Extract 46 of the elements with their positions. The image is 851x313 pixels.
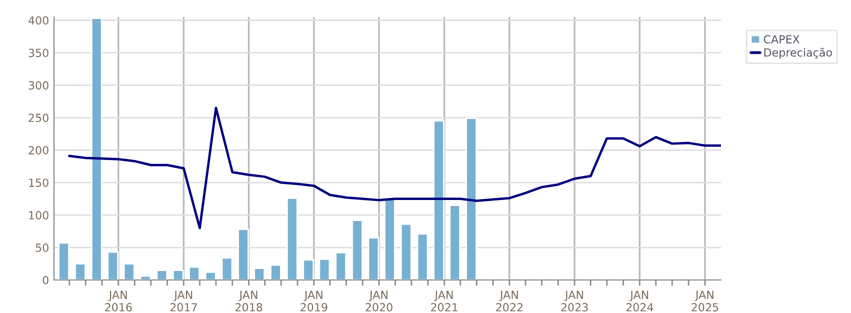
bar — [286, 197, 298, 280]
legend-label: Depreciação — [764, 48, 832, 59]
x-tick-label: JAN 2017 — [170, 290, 197, 312]
bar — [123, 263, 135, 280]
bar — [107, 251, 119, 280]
bar — [238, 228, 249, 280]
x-tick-label: JAN 2022 — [496, 290, 522, 312]
y-tick-label: 200 — [28, 146, 48, 155]
y-tick-label: 150 — [29, 178, 48, 187]
bar — [368, 237, 380, 280]
y-tick-label: 350 — [28, 48, 48, 58]
x-tick-label: JAN 2025 — [692, 290, 718, 312]
bar — [466, 118, 477, 280]
bar — [302, 259, 314, 280]
bar — [58, 242, 70, 280]
y-tick-label: 300 — [28, 81, 48, 90]
bar — [433, 120, 444, 280]
bar — [74, 263, 86, 280]
bar — [172, 270, 184, 280]
bar — [400, 223, 412, 280]
bar — [416, 233, 428, 280]
x-tick-label: JAN 2024 — [626, 290, 654, 312]
bar — [270, 264, 282, 280]
x-tick-label: JAN 2020 — [366, 290, 392, 312]
y-tick-label: 100 — [29, 211, 48, 220]
line-series — [68, 106, 721, 230]
x-tick-label: JAN 2023 — [561, 290, 588, 312]
bar — [221, 257, 233, 280]
x-tick-label: JAN 2019 — [300, 290, 328, 312]
y-tick-label: 250 — [28, 114, 48, 122]
y-tick-label: 400 — [28, 16, 48, 25]
y-tick-label: 50 — [36, 244, 48, 252]
bar — [335, 252, 347, 280]
x-tick-label: JAN 2021 — [430, 290, 458, 312]
bar — [352, 220, 363, 280]
bar — [449, 204, 461, 280]
bar — [254, 268, 266, 280]
x-tick-label: JAN 2016 — [105, 290, 132, 312]
x-tick-label: JAN 2018 — [235, 290, 262, 312]
bar — [90, 18, 102, 280]
bar — [156, 270, 168, 280]
bar — [188, 266, 200, 280]
bar — [318, 258, 330, 280]
bar — [204, 272, 216, 280]
y-tick-label: 0 — [42, 276, 48, 284]
legend-label: CAPEX — [764, 35, 800, 44]
